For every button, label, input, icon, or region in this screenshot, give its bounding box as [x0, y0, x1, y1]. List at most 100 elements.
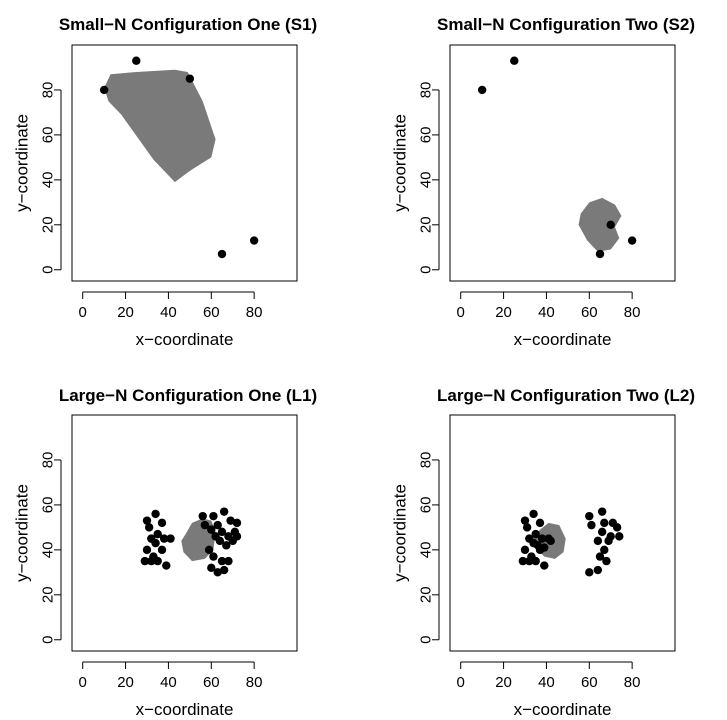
data-point [207, 525, 216, 534]
data-point [249, 236, 259, 245]
y-tick-label: 60 [418, 127, 435, 144]
plot-frame [449, 414, 676, 652]
y-tick-label: 0 [40, 636, 57, 644]
panel-title: Large−N Configuration Two (L2) [437, 386, 695, 405]
data-point [162, 561, 171, 570]
data-point [230, 527, 240, 537]
data-point [587, 520, 596, 530]
y-tick-label: 60 [40, 497, 57, 514]
y-tick-label: 40 [40, 542, 57, 559]
x-axis-label: x−coordinate [136, 330, 234, 349]
panel-1: Small−N Configuration One (S1) 0 20 40 60 80 x… [13, 15, 318, 349]
data-point [219, 507, 229, 516]
y-tick-label: 0 [40, 266, 57, 274]
data-point [217, 527, 227, 537]
x-tick-label: 60 [203, 304, 220, 321]
data-point [185, 74, 195, 83]
data-point [518, 556, 528, 566]
data-point [537, 534, 547, 543]
data-point [606, 220, 615, 230]
data-point [540, 543, 549, 552]
data-point [142, 516, 152, 525]
y-tick-label: 80 [418, 452, 435, 469]
x-tick-label: 40 [538, 304, 555, 321]
x-tick-label: 80 [246, 674, 263, 691]
panel-2: Small−N Configuration Two (S2) 0 20 40 60 80 x… [391, 15, 696, 349]
panel-title: Small−N Configuration One (S1) [59, 15, 317, 34]
data-point [600, 545, 609, 555]
data-point [142, 545, 152, 555]
data-point [540, 561, 549, 570]
data-point [207, 563, 216, 573]
data-point [531, 556, 540, 566]
data-point [215, 536, 225, 546]
data-point [217, 249, 227, 259]
y-tick-label: 60 [418, 497, 435, 514]
y-tick-label: 20 [418, 586, 435, 603]
data-point [520, 545, 530, 555]
x-tick-label: 60 [581, 304, 598, 321]
y-tick-label: 60 [40, 127, 57, 144]
data-point [232, 518, 242, 528]
data-point [213, 568, 222, 577]
y-tick-label: 0 [418, 636, 435, 644]
data-point [604, 536, 613, 546]
data-point [157, 518, 167, 528]
data-point [595, 249, 605, 259]
panel-3: Large−N Configuration One (L1) 0 20 40 60 80 x… [13, 386, 318, 719]
y-axis-label: y−coordinate [13, 484, 32, 582]
data-point [209, 511, 218, 521]
panel-title: Large−N Configuration One (L1) [59, 386, 317, 405]
data-point [602, 556, 611, 566]
data-point [151, 538, 160, 548]
panel-title: Small−N Configuration Two (S2) [437, 15, 695, 34]
y-axis-label: y−coordinate [391, 484, 410, 582]
y-tick-label: 80 [40, 82, 57, 99]
data-point [546, 536, 555, 546]
data-point [153, 529, 162, 539]
x-axis-label: x−coordinate [136, 700, 234, 719]
data-point [198, 511, 207, 521]
data-point [593, 565, 603, 575]
x-tick-label: 40 [160, 674, 177, 691]
data-point [585, 511, 594, 521]
x-tick-label: 0 [79, 304, 87, 321]
data-point [595, 552, 605, 561]
y-tick-label: 0 [418, 266, 435, 274]
data-point [593, 536, 603, 546]
x-tick-label: 20 [117, 674, 134, 691]
data-point [520, 516, 530, 525]
data-point [209, 552, 218, 561]
data-point [597, 507, 607, 516]
y-tick-label: 40 [418, 542, 435, 559]
y-axis-label: y−coordinate [391, 114, 410, 212]
plot-frame [449, 44, 676, 282]
y-tick-label: 40 [40, 172, 57, 189]
y-tick-label: 80 [40, 452, 57, 469]
x-tick-label: 80 [246, 304, 263, 321]
estimated-region [104, 69, 216, 183]
x-tick-label: 40 [538, 674, 555, 691]
x-tick-label: 0 [457, 674, 465, 691]
x-tick-label: 60 [581, 674, 598, 691]
data-point [200, 520, 210, 530]
data-point [222, 541, 231, 550]
panel-4: Large−N Configuration Two (L2) 0 20 40 60 80 x… [391, 386, 695, 719]
plot-frame [71, 44, 298, 282]
data-point [99, 85, 109, 95]
y-tick-label: 20 [418, 216, 435, 233]
data-point [224, 556, 233, 566]
y-axis-label: y−coordinate [13, 114, 32, 212]
data-point [144, 523, 154, 532]
estimated-region [578, 197, 622, 252]
data-point [166, 534, 175, 543]
data-point [219, 565, 229, 575]
x-tick-label: 60 [203, 674, 220, 691]
data-point [228, 536, 237, 546]
data-point [510, 56, 519, 65]
y-tick-label: 20 [40, 216, 57, 233]
data-point [525, 556, 534, 566]
data-point [615, 532, 624, 541]
x-tick-label: 80 [624, 674, 641, 691]
